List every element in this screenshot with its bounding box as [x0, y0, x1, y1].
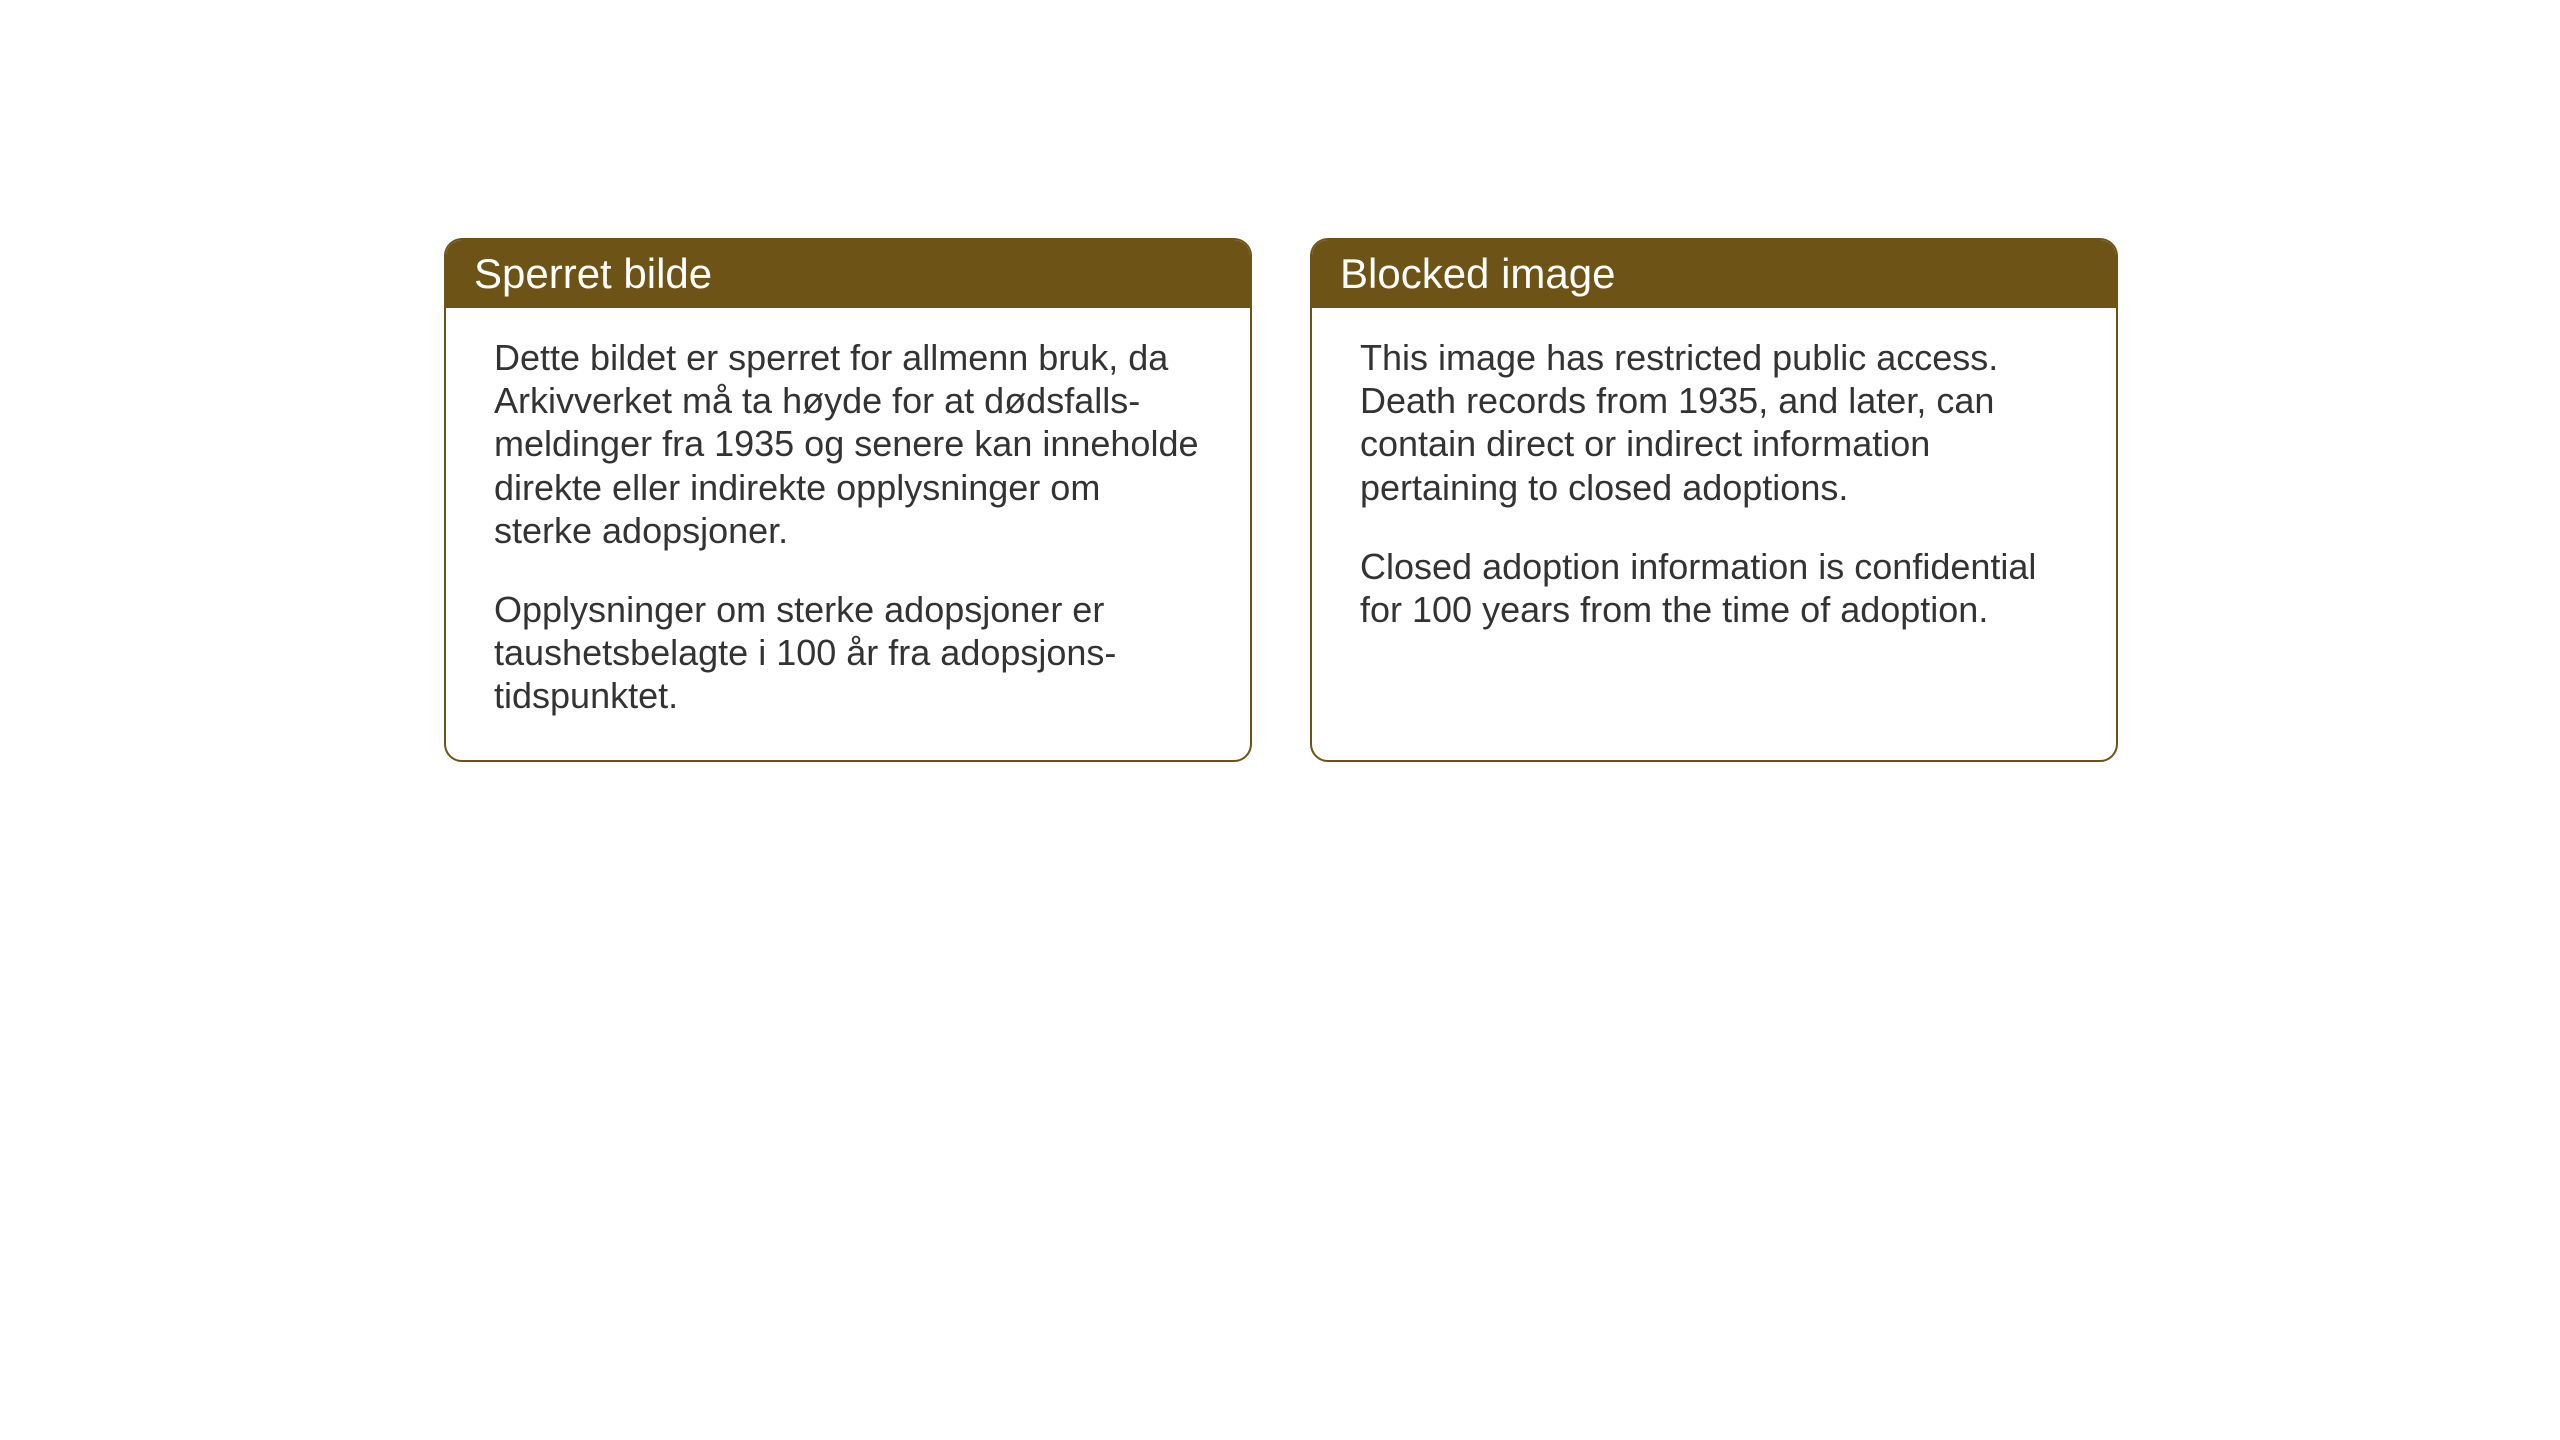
card-paragraph: This image has restricted public access.…: [1360, 336, 2068, 509]
card-paragraph: Opplysninger om sterke adopsjoner er tau…: [494, 588, 1202, 718]
card-paragraph: Dette bildet er sperret for allmenn bruk…: [494, 336, 1202, 552]
card-english: Blocked image This image has restricted …: [1310, 238, 2118, 762]
card-title: Sperret bilde: [474, 250, 712, 297]
card-paragraph: Closed adoption information is confident…: [1360, 545, 2068, 631]
card-body-english: This image has restricted public access.…: [1312, 308, 2116, 673]
cards-container: Sperret bilde Dette bildet er sperret fo…: [444, 238, 2118, 762]
card-header-english: Blocked image: [1312, 240, 2116, 308]
card-title: Blocked image: [1340, 250, 1615, 297]
card-norwegian: Sperret bilde Dette bildet er sperret fo…: [444, 238, 1252, 762]
card-header-norwegian: Sperret bilde: [446, 240, 1250, 308]
card-body-norwegian: Dette bildet er sperret for allmenn bruk…: [446, 308, 1250, 760]
